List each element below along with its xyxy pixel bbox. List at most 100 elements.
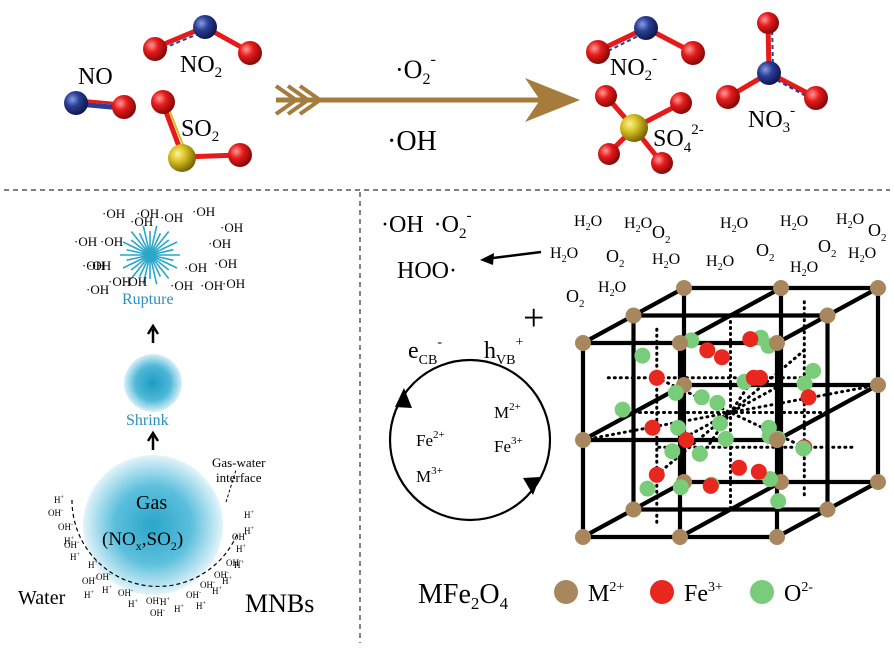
oxygen-site-atom [664,443,681,460]
oxygen-site-atom [672,479,689,496]
oh-radical-label: ·OH [222,276,245,291]
burst-ray [149,248,174,256]
oxygen-site-atom [805,362,822,379]
m2-site-atom [575,529,591,545]
proton-ion: H+ [222,576,233,586]
arrow-up-1 [146,323,160,343]
m2-site-atom [676,280,692,296]
m2-label: M2+ [494,401,521,422]
proton-ion: H+ [244,510,255,520]
oh-radical-label: ·OH [200,278,223,293]
oxygen-site-atom [709,394,726,411]
hydroxide-ion: OH- [58,522,73,532]
oxygen-site-atom [691,445,708,462]
proton-ion: H+ [234,560,245,570]
burst-ray [149,254,178,269]
burst-ray [130,239,151,256]
m2-site-atom [769,529,785,545]
water-molecule-label: H2O [780,213,808,233]
burst-ray [149,254,174,262]
no2-molecule [143,15,262,65]
shrink-label: Shrink [126,412,169,429]
water-molecule-label: H2O [598,279,626,299]
hydroxide-ion: OH- [226,558,241,568]
fe3-site-atom [745,369,762,386]
oxygen-site-atom [634,347,651,364]
oh-radicals-cluster: ·OH ·OH ·OH ·OH·OH ·OH·OH·OH·OH·OH·OH·OH·OH·… [74,204,245,297]
so4-molecule [595,85,692,174]
interface-ions: OH-H+OH-H+H+OH-H+OH-H+ OH-H+ OH-OH-H+H+OH-… [48,495,255,618]
no3-molecule [716,12,828,110]
water-molecule-label: H2O [720,215,748,235]
oxygen-site-atom [762,471,779,488]
fe2-label: Fe2+ [416,429,445,450]
burst-ray [149,231,170,256]
proton-ion: H+ [88,560,99,570]
fe3-site-atom [678,432,695,449]
m2-site-atom [819,307,836,324]
hydroxide-ion: OH- [96,572,111,582]
oh-radical-label: ·OH [74,234,97,249]
oh-radical-label: ·OH [130,214,153,229]
m2-site-atom [672,529,688,545]
legend-swatch [554,580,578,604]
radical-arrowhead [480,253,494,265]
rupture-label: Rupture [122,291,174,308]
water-label: Water [18,587,66,609]
oxygen-site-atom [760,419,777,436]
fe3-site-atom [800,389,817,406]
product-no2-molecule [586,16,705,65]
oh-radical-label: ·OH [192,204,215,219]
proton-ion: H+ [174,604,185,614]
interface-label-2: interface [216,470,262,485]
m2-site-atom [870,474,886,490]
burst-ray [149,254,170,271]
burst-ray [130,231,151,256]
fe3-site-atom [714,349,730,366]
burst-ray [149,241,178,256]
oh-radical-label: ·OH [82,258,105,273]
oh-radical-label: ·OH [208,236,231,251]
legend-label: Fe3+ [684,580,723,607]
oxygen-site-atom [614,401,631,418]
proton-ion: H+ [160,597,171,607]
burst-ray [142,225,151,256]
interface-label-1: Gas-water [212,455,266,470]
hydroxide-ion: OH- [146,596,161,606]
oxygen-site-atom [717,430,734,447]
radicals-label: ·OH ·O2- [381,208,471,242]
oxygen-molecule-label: O2 [606,246,625,270]
burst-ray [130,254,151,279]
product-so4-label: SO42- [653,122,704,156]
no-label: NO [78,64,113,90]
oxygen-molecule-label: O2 [868,220,887,244]
radical-arrow [484,250,542,261]
legend: M2+ Fe3+ O2- [554,580,813,607]
hydroxide-ion: OH- [232,532,247,542]
burst-ray [122,254,151,269]
product-no2-label: NO2- [610,51,657,84]
water-molecule-label: H2O [848,245,876,265]
m2-site-atom [819,501,836,518]
m2-site-atom [625,307,642,324]
hydroxide-ion: OH- [118,588,133,598]
oh-radical-label: ·OH [184,260,207,275]
rupture-burst [120,225,180,285]
legend-label: O2- [784,580,813,607]
m2-site-atom [870,377,886,393]
oxygen-molecule-label: O2 [652,222,671,246]
burst-ray [138,254,151,277]
m2-site-atom [870,280,886,296]
water-molecule-label: H2O [550,245,578,265]
m2-site-atom [672,335,688,351]
spinel-crystal-lattice [575,280,886,545]
proton-ion: H+ [128,599,139,609]
burst-ray [149,254,158,285]
burst-ray [126,254,151,262]
fe3-label: Fe3+ [494,435,523,456]
no-molecule [64,91,136,119]
m2-site-atom [769,335,785,351]
m2-site-atom [575,432,591,448]
m2-site-atom [575,335,591,351]
oxygen-site-atom [712,415,728,432]
